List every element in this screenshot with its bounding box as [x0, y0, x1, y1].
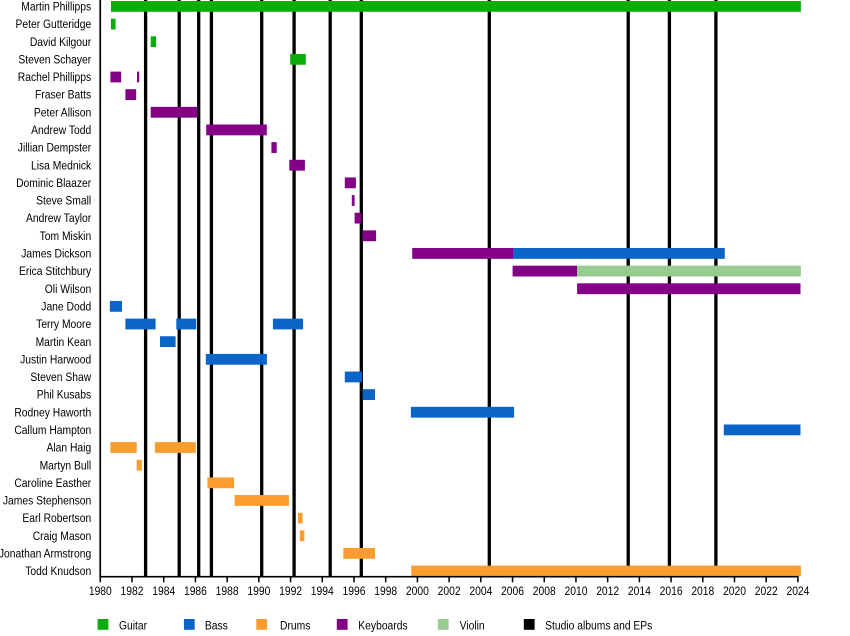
svg-text:Jillian Dempster: Jillian Dempster	[18, 142, 92, 155]
svg-text:Callum Hampton: Callum Hampton	[14, 424, 91, 437]
svg-text:Martin Phillipps: Martin Phillipps	[21, 1, 91, 14]
svg-text:2008: 2008	[533, 585, 556, 598]
svg-text:Peter Gutteridge: Peter Gutteridge	[15, 18, 91, 31]
svg-text:Alan Haig: Alan Haig	[46, 442, 91, 455]
svg-text:1990: 1990	[247, 585, 270, 598]
svg-text:Studio albums and EPs: Studio albums and EPs	[545, 620, 653, 633]
svg-text:Lisa Mednick: Lisa Mednick	[31, 160, 92, 173]
svg-text:James Stephenson: James Stephenson	[3, 495, 91, 508]
svg-text:2014: 2014	[628, 585, 651, 598]
svg-text:Drums: Drums	[280, 620, 311, 633]
svg-text:1988: 1988	[216, 585, 239, 598]
svg-text:Erica Stitchbury: Erica Stitchbury	[19, 266, 92, 279]
svg-text:Caroline Easther: Caroline Easther	[14, 477, 91, 490]
svg-text:Martin Kean: Martin Kean	[36, 336, 92, 349]
svg-text:2012: 2012	[596, 585, 619, 598]
svg-text:2006: 2006	[501, 585, 524, 598]
svg-text:Steven Schayer: Steven Schayer	[18, 54, 91, 67]
svg-text:Steven Shaw: Steven Shaw	[30, 371, 92, 384]
svg-text:Jonathan Armstrong: Jonathan Armstrong	[0, 548, 91, 561]
svg-text:Guitar: Guitar	[119, 620, 147, 633]
svg-text:1992: 1992	[279, 585, 302, 598]
svg-text:Jane Dodd: Jane Dodd	[41, 301, 91, 314]
svg-text:Steve Small: Steve Small	[36, 195, 91, 208]
svg-text:2022: 2022	[755, 585, 778, 598]
svg-text:1982: 1982	[121, 585, 144, 598]
svg-text:Oli Wilson: Oli Wilson	[45, 283, 91, 296]
svg-text:Andrew Taylor: Andrew Taylor	[26, 213, 91, 226]
svg-text:Tom Miskin: Tom Miskin	[40, 230, 92, 243]
svg-text:Fraser Batts: Fraser Batts	[35, 89, 92, 102]
svg-text:2018: 2018	[691, 585, 714, 598]
svg-text:Rachel Phillipps: Rachel Phillipps	[18, 71, 92, 84]
svg-text:1986: 1986	[184, 585, 207, 598]
svg-text:Justin Harwood: Justin Harwood	[20, 354, 91, 367]
svg-text:1996: 1996	[343, 585, 366, 598]
svg-text:David Kilgour: David Kilgour	[30, 36, 92, 49]
svg-text:2024: 2024	[786, 585, 809, 598]
svg-text:2020: 2020	[723, 585, 746, 598]
svg-text:Martyn Bull: Martyn Bull	[40, 460, 92, 473]
svg-text:Bass: Bass	[205, 620, 228, 633]
svg-text:Keyboards: Keyboards	[358, 620, 408, 633]
svg-text:Andrew Todd: Andrew Todd	[31, 124, 91, 137]
svg-text:Phil Kusabs: Phil Kusabs	[37, 389, 92, 402]
svg-text:Dominic Blaazer: Dominic Blaazer	[16, 177, 91, 190]
svg-text:1998: 1998	[374, 585, 397, 598]
svg-text:Craig Mason: Craig Mason	[33, 530, 91, 543]
svg-text:Terry Moore: Terry Moore	[36, 318, 91, 331]
svg-text:1994: 1994	[311, 585, 334, 598]
svg-text:2016: 2016	[660, 585, 683, 598]
svg-text:1984: 1984	[152, 585, 175, 598]
svg-text:Todd Knudson: Todd Knudson	[25, 565, 91, 578]
svg-text:Violin: Violin	[460, 620, 485, 633]
svg-text:Rodney Haworth: Rodney Haworth	[14, 407, 91, 420]
svg-text:2002: 2002	[438, 585, 461, 598]
svg-text:2000: 2000	[406, 585, 429, 598]
svg-text:Earl Robertson: Earl Robertson	[22, 513, 91, 526]
svg-text:Peter Allison: Peter Allison	[34, 107, 91, 120]
svg-text:2004: 2004	[469, 585, 492, 598]
svg-text:2010: 2010	[564, 585, 587, 598]
svg-text:1980: 1980	[89, 585, 112, 598]
svg-text:James Dickson: James Dickson	[21, 248, 91, 261]
